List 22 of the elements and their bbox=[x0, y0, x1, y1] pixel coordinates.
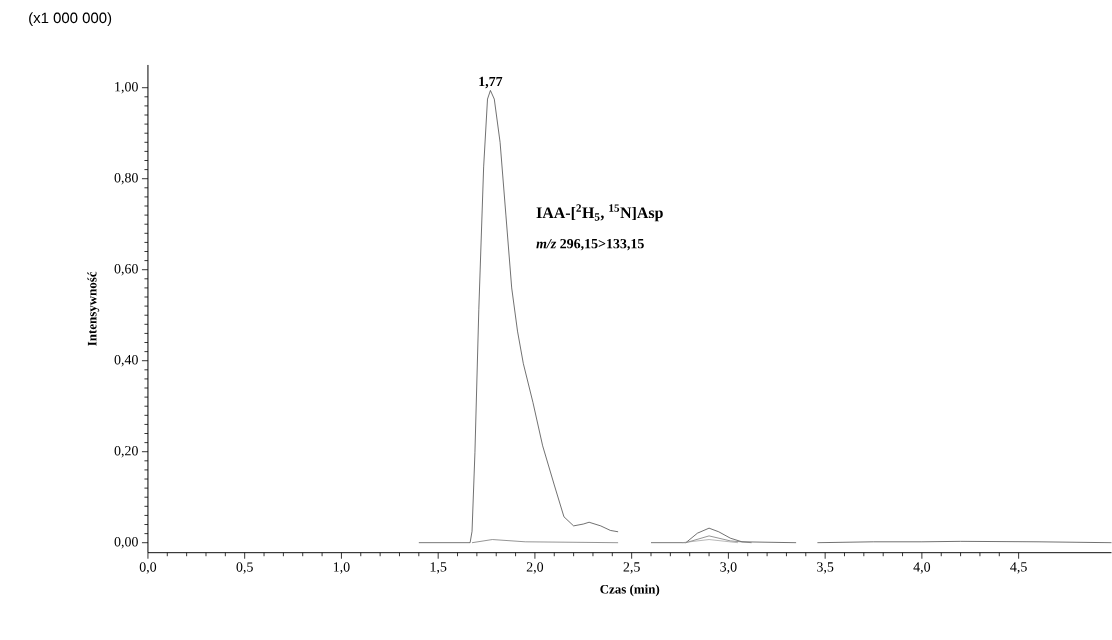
x-tick-label: 0,5 bbox=[236, 562, 253, 574]
x-tick-label: 4,5 bbox=[1010, 562, 1027, 574]
x-tick-label: 2,0 bbox=[526, 562, 544, 574]
y-tick-label: 0,60 bbox=[114, 264, 138, 276]
x-tick-label: 3,0 bbox=[720, 562, 737, 574]
y-tick-label: 0,80 bbox=[114, 173, 138, 185]
x-tick-label: 1,0 bbox=[333, 562, 350, 574]
annotation: IAA-[$^{2}$H$_{5}$, $^{15}$N]Asp bbox=[536, 204, 663, 222]
y-tick-label: 0,20 bbox=[114, 446, 138, 458]
x-axis-title: Czas (min) bbox=[600, 584, 660, 597]
y-tick-label: 0,00 bbox=[114, 537, 138, 549]
x-tick-label: 1,5 bbox=[430, 562, 447, 574]
x-tick-label: 4,0 bbox=[913, 562, 931, 574]
y-axis-title: Intensywność bbox=[87, 271, 100, 346]
x-tick-label: 2,5 bbox=[623, 562, 640, 574]
y-tick-label: 1,00 bbox=[115, 82, 138, 94]
x-tick-label: 3,5 bbox=[817, 562, 834, 574]
y-tick-label: 0,40 bbox=[114, 355, 138, 367]
x-tick-label: 0,0 bbox=[139, 562, 157, 574]
annotation: 1,77 bbox=[479, 77, 503, 89]
text: (x1 000 000) bbox=[29, 12, 112, 27]
annotation: m/z 296,15>133,15 bbox=[536, 239, 644, 251]
